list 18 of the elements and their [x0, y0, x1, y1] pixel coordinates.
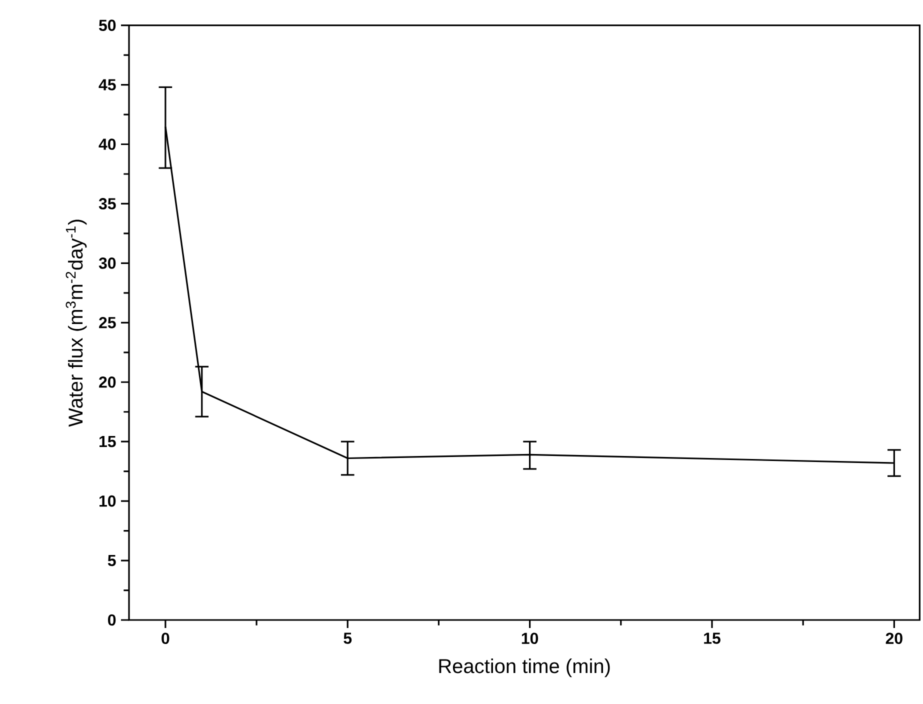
x-tick-label: 0	[162, 632, 170, 644]
y-tick-label: 20	[99, 376, 116, 388]
y-tick-label: 45	[98, 79, 116, 90]
x-tick-label: 15	[704, 632, 720, 644]
y-tick-label: 10	[100, 495, 116, 507]
y-tick-label: 40	[98, 138, 116, 150]
y-tick-label: 30	[98, 258, 116, 269]
x-axis-title: Reaction time (min)	[439, 658, 610, 678]
x-tick-label: 20	[886, 632, 902, 644]
x-tick-label: 5	[344, 632, 352, 644]
y-tick-label: 15	[100, 436, 116, 448]
y-axis-title: Water flux (m$^{3}$m$^{-2}$day$^{-1}$)	[66, 220, 87, 427]
x-tick-label: 10	[522, 632, 538, 644]
y-tick-label: 5	[108, 554, 116, 566]
y-tick-label: 0	[108, 614, 116, 626]
y-tick-label: 25	[99, 317, 116, 328]
y-tick-label: 50	[99, 20, 116, 31]
y-tick-label: 35	[98, 198, 116, 210]
